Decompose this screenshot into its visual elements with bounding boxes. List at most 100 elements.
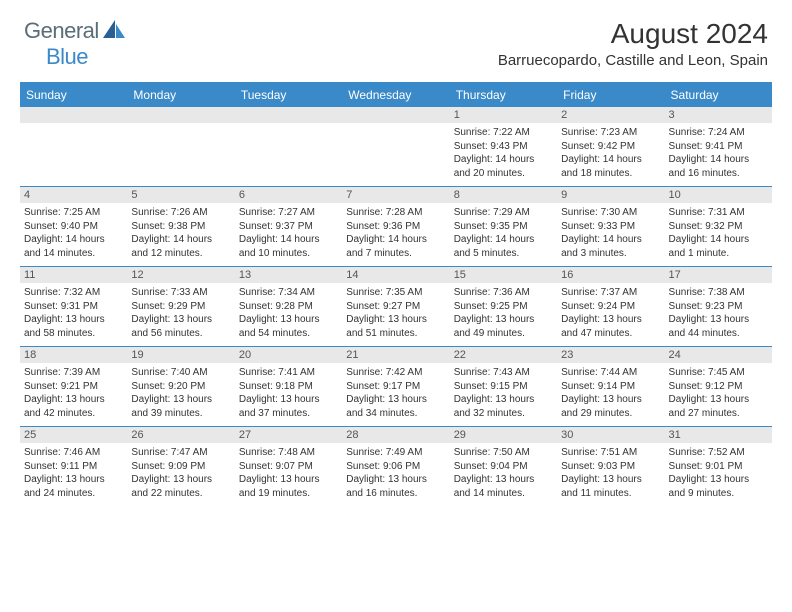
day-cell: 19Sunrise: 7:40 AMSunset: 9:20 PMDayligh… — [127, 347, 234, 426]
day-line: Sunset: 9:23 PM — [669, 300, 768, 314]
day-line: Sunset: 9:06 PM — [346, 460, 445, 474]
day-number — [20, 107, 127, 123]
day-line: Sunrise: 7:40 AM — [131, 366, 230, 380]
day-body: Sunrise: 7:39 AMSunset: 9:21 PMDaylight:… — [20, 363, 127, 426]
day-body: Sunrise: 7:41 AMSunset: 9:18 PMDaylight:… — [235, 363, 342, 426]
logo-sail-icon — [103, 20, 125, 43]
day-body: Sunrise: 7:46 AMSunset: 9:11 PMDaylight:… — [20, 443, 127, 506]
day-body: Sunrise: 7:48 AMSunset: 9:07 PMDaylight:… — [235, 443, 342, 506]
logo: General Blue — [24, 18, 125, 70]
day-number — [127, 107, 234, 123]
day-line: Daylight: 13 hours and 32 minutes. — [454, 393, 553, 420]
weekday-header: Friday — [557, 84, 664, 106]
day-cell: 18Sunrise: 7:39 AMSunset: 9:21 PMDayligh… — [20, 347, 127, 426]
day-body: Sunrise: 7:26 AMSunset: 9:38 PMDaylight:… — [127, 203, 234, 266]
day-line: Sunset: 9:12 PM — [669, 380, 768, 394]
day-cell: 7Sunrise: 7:28 AMSunset: 9:36 PMDaylight… — [342, 187, 449, 266]
day-cell: 31Sunrise: 7:52 AMSunset: 9:01 PMDayligh… — [665, 427, 772, 506]
day-body: Sunrise: 7:22 AMSunset: 9:43 PMDaylight:… — [450, 123, 557, 186]
day-line: Sunrise: 7:24 AM — [669, 126, 768, 140]
day-line: Sunrise: 7:44 AM — [561, 366, 660, 380]
day-line: Sunrise: 7:45 AM — [669, 366, 768, 380]
day-body: Sunrise: 7:43 AMSunset: 9:15 PMDaylight:… — [450, 363, 557, 426]
day-body: Sunrise: 7:24 AMSunset: 9:41 PMDaylight:… — [665, 123, 772, 186]
day-cell: 24Sunrise: 7:45 AMSunset: 9:12 PMDayligh… — [665, 347, 772, 426]
day-line: Sunset: 9:38 PM — [131, 220, 230, 234]
day-line: Sunrise: 7:32 AM — [24, 286, 123, 300]
day-body — [127, 123, 234, 185]
day-number: 31 — [665, 427, 772, 443]
day-line: Daylight: 13 hours and 24 minutes. — [24, 473, 123, 500]
day-number — [235, 107, 342, 123]
day-line: Daylight: 13 hours and 19 minutes. — [239, 473, 338, 500]
day-number: 24 — [665, 347, 772, 363]
day-number: 29 — [450, 427, 557, 443]
day-body: Sunrise: 7:30 AMSunset: 9:33 PMDaylight:… — [557, 203, 664, 266]
day-body: Sunrise: 7:49 AMSunset: 9:06 PMDaylight:… — [342, 443, 449, 506]
day-line: Daylight: 13 hours and 51 minutes. — [346, 313, 445, 340]
day-number: 28 — [342, 427, 449, 443]
day-line: Sunrise: 7:42 AM — [346, 366, 445, 380]
day-line: Daylight: 13 hours and 9 minutes. — [669, 473, 768, 500]
day-number: 26 — [127, 427, 234, 443]
day-line: Sunset: 9:43 PM — [454, 140, 553, 154]
logo-text-general: General — [24, 18, 99, 43]
day-cell: 30Sunrise: 7:51 AMSunset: 9:03 PMDayligh… — [557, 427, 664, 506]
day-cell: 17Sunrise: 7:38 AMSunset: 9:23 PMDayligh… — [665, 267, 772, 346]
day-number: 2 — [557, 107, 664, 123]
day-cell — [127, 107, 234, 186]
day-line: Sunrise: 7:23 AM — [561, 126, 660, 140]
day-number: 17 — [665, 267, 772, 283]
day-cell: 14Sunrise: 7:35 AMSunset: 9:27 PMDayligh… — [342, 267, 449, 346]
day-number: 13 — [235, 267, 342, 283]
weekday-header: Saturday — [665, 84, 772, 106]
day-number: 25 — [20, 427, 127, 443]
day-line: Sunrise: 7:27 AM — [239, 206, 338, 220]
day-number: 30 — [557, 427, 664, 443]
day-line: Sunset: 9:01 PM — [669, 460, 768, 474]
weeks-container: 1Sunrise: 7:22 AMSunset: 9:43 PMDaylight… — [20, 106, 772, 506]
day-body: Sunrise: 7:47 AMSunset: 9:09 PMDaylight:… — [127, 443, 234, 506]
day-line: Daylight: 13 hours and 42 minutes. — [24, 393, 123, 420]
day-body: Sunrise: 7:50 AMSunset: 9:04 PMDaylight:… — [450, 443, 557, 506]
day-cell: 5Sunrise: 7:26 AMSunset: 9:38 PMDaylight… — [127, 187, 234, 266]
day-cell: 20Sunrise: 7:41 AMSunset: 9:18 PMDayligh… — [235, 347, 342, 426]
day-line: Sunrise: 7:41 AM — [239, 366, 338, 380]
day-cell: 12Sunrise: 7:33 AMSunset: 9:29 PMDayligh… — [127, 267, 234, 346]
day-line: Daylight: 13 hours and 39 minutes. — [131, 393, 230, 420]
day-body — [20, 123, 127, 185]
day-line: Sunrise: 7:51 AM — [561, 446, 660, 460]
day-number: 23 — [557, 347, 664, 363]
day-line: Sunrise: 7:47 AM — [131, 446, 230, 460]
day-number: 12 — [127, 267, 234, 283]
day-line: Daylight: 13 hours and 58 minutes. — [24, 313, 123, 340]
weekday-header-row: Sunday Monday Tuesday Wednesday Thursday… — [20, 84, 772, 106]
day-line: Daylight: 14 hours and 16 minutes. — [669, 153, 768, 180]
calendar: Sunday Monday Tuesday Wednesday Thursday… — [20, 82, 772, 506]
day-body: Sunrise: 7:32 AMSunset: 9:31 PMDaylight:… — [20, 283, 127, 346]
weekday-header: Sunday — [20, 84, 127, 106]
day-number: 4 — [20, 187, 127, 203]
day-number: 10 — [665, 187, 772, 203]
day-number — [342, 107, 449, 123]
day-cell: 1Sunrise: 7:22 AMSunset: 9:43 PMDaylight… — [450, 107, 557, 186]
day-cell — [342, 107, 449, 186]
day-line: Daylight: 14 hours and 3 minutes. — [561, 233, 660, 260]
location-label: Barruecopardo, Castille and Leon, Spain — [498, 52, 768, 69]
day-line: Sunset: 9:25 PM — [454, 300, 553, 314]
day-body — [342, 123, 449, 185]
weekday-header: Monday — [127, 84, 234, 106]
day-line: Sunset: 9:18 PM — [239, 380, 338, 394]
day-cell: 28Sunrise: 7:49 AMSunset: 9:06 PMDayligh… — [342, 427, 449, 506]
day-number: 18 — [20, 347, 127, 363]
month-title: August 2024 — [498, 18, 768, 50]
day-line: Daylight: 13 hours and 49 minutes. — [454, 313, 553, 340]
day-line: Daylight: 14 hours and 18 minutes. — [561, 153, 660, 180]
day-body: Sunrise: 7:45 AMSunset: 9:12 PMDaylight:… — [665, 363, 772, 426]
day-line: Sunset: 9:11 PM — [24, 460, 123, 474]
day-line: Daylight: 13 hours and 11 minutes. — [561, 473, 660, 500]
day-line: Daylight: 14 hours and 14 minutes. — [24, 233, 123, 260]
day-cell: 13Sunrise: 7:34 AMSunset: 9:28 PMDayligh… — [235, 267, 342, 346]
week-row: 25Sunrise: 7:46 AMSunset: 9:11 PMDayligh… — [20, 426, 772, 506]
day-body: Sunrise: 7:52 AMSunset: 9:01 PMDaylight:… — [665, 443, 772, 506]
